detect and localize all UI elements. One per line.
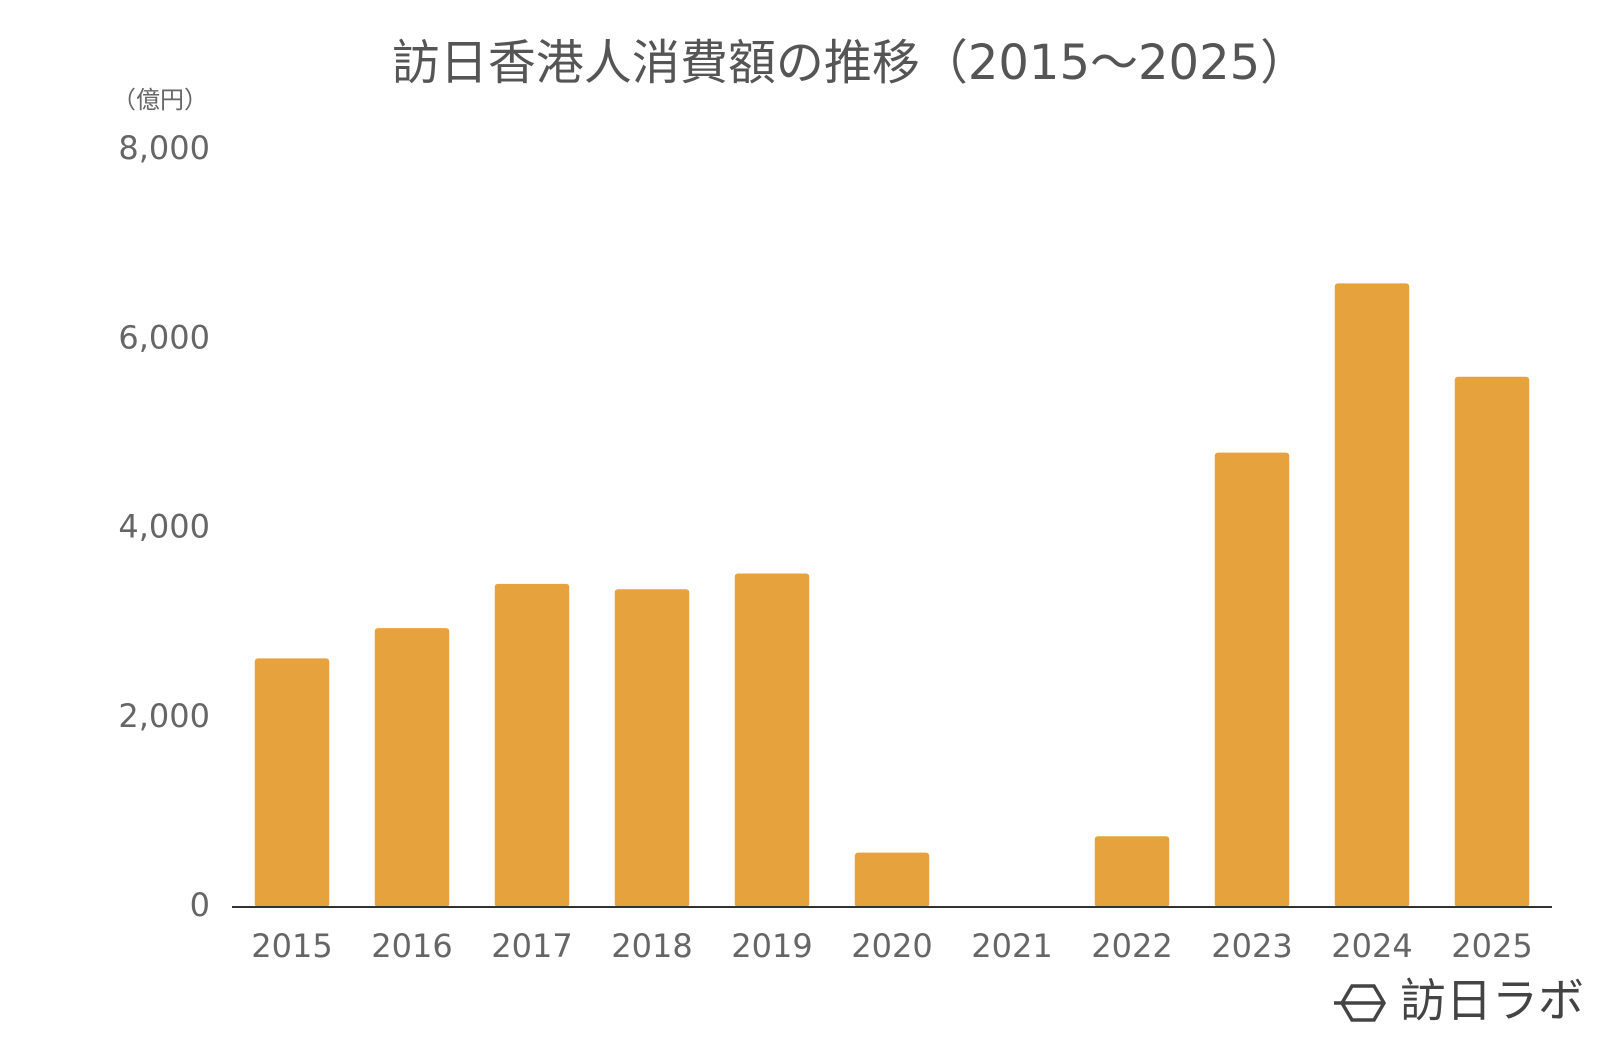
y-unit: （億円） — [112, 86, 208, 114]
y-tick-label: 4,000 — [118, 508, 210, 546]
x-tick-label: 2024 — [1331, 927, 1412, 965]
x-tick-label: 2017 — [491, 927, 572, 965]
bar — [614, 589, 690, 907]
x-tick-label: 2025 — [1451, 927, 1532, 965]
logo-icon — [1334, 984, 1387, 1022]
x-tick-label: 2016 — [371, 927, 452, 965]
bar — [1094, 836, 1170, 907]
x-tick-label: 2019 — [731, 927, 812, 965]
y-tick-label: 2,000 — [118, 697, 210, 735]
x-tick-label: 2023 — [1211, 927, 1292, 965]
bar — [1454, 376, 1530, 907]
bar — [374, 628, 450, 907]
chart-title: 訪日香港人消費額の推移（2015～2025） — [392, 35, 1308, 91]
x-tick-label: 2020 — [851, 927, 932, 965]
y-tick-label: 8,000 — [118, 129, 210, 167]
bar — [254, 658, 330, 907]
x-tick-label: 2015 — [251, 927, 332, 965]
bar — [494, 583, 570, 907]
bar — [734, 573, 810, 907]
y-tick-label: 6,000 — [118, 318, 210, 356]
bar — [1334, 283, 1410, 907]
x-tick-label: 2022 — [1091, 927, 1172, 965]
y-tick-label: 0 — [190, 886, 210, 924]
x-tick-label: 2018 — [611, 927, 692, 965]
bar — [1214, 452, 1290, 907]
logo-text: 訪日ラボ — [1400, 974, 1584, 1028]
logo: 訪日ラボ — [1334, 974, 1584, 1028]
bar — [854, 852, 930, 907]
x-tick-label: 2021 — [971, 927, 1052, 965]
